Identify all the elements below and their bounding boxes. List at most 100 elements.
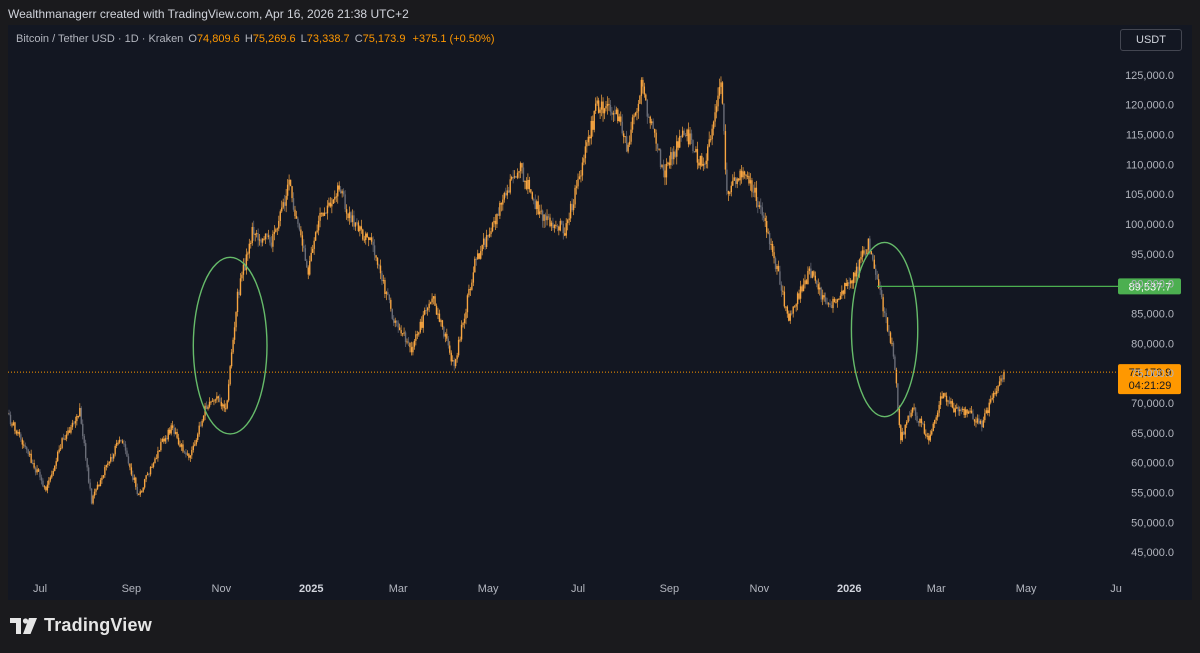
candle [956, 403, 958, 410]
candle [477, 249, 479, 260]
candle [118, 436, 121, 444]
price-tick-label: 105,000.0 [1125, 189, 1174, 201]
candle [718, 78, 721, 99]
candle [987, 407, 989, 416]
tradingview-logo[interactable]: TradingView [10, 615, 152, 636]
candle-body [406, 341, 408, 343]
candle [87, 464, 90, 484]
candle [680, 134, 682, 142]
candle-body [925, 433, 927, 437]
candle [603, 107, 606, 120]
candle-body [213, 400, 215, 402]
candle [917, 420, 920, 427]
candle-body [89, 482, 91, 489]
currency-button[interactable]: USDT [1120, 29, 1182, 51]
candle-body [356, 222, 358, 224]
candle-body [527, 179, 529, 189]
candle [935, 415, 937, 424]
candle [575, 180, 578, 195]
candle-body [255, 233, 258, 235]
candle [847, 279, 849, 290]
candle [602, 97, 604, 122]
candle [686, 128, 688, 142]
candle [544, 212, 547, 228]
candle [524, 180, 526, 190]
candle [547, 213, 550, 220]
candle-body [191, 450, 193, 456]
candle [444, 332, 447, 343]
candle-body [799, 286, 802, 299]
candle-body [1003, 372, 1005, 380]
candle-body [418, 332, 420, 335]
candle-body [313, 240, 315, 249]
candle-body [396, 320, 398, 323]
candle [671, 148, 674, 166]
candle [350, 210, 352, 224]
candle [457, 336, 460, 358]
candle-body [270, 242, 273, 247]
candle [264, 233, 267, 245]
candle-body [928, 435, 930, 441]
candle [587, 130, 590, 146]
candle-body [516, 172, 519, 178]
candle-body [819, 287, 821, 290]
candle [973, 418, 976, 426]
candle [493, 217, 495, 228]
candle [994, 388, 996, 396]
candle [415, 330, 417, 346]
candle [65, 431, 68, 442]
candle-body [599, 109, 601, 113]
candle-body [566, 220, 569, 224]
time-tick-label: Mar [389, 583, 408, 595]
candle [705, 153, 707, 169]
candle [645, 93, 647, 101]
candle-body [11, 424, 13, 426]
candle-body [920, 418, 923, 423]
candle-body [160, 441, 162, 451]
candle-body [210, 401, 212, 403]
candle [534, 194, 536, 210]
candle-body [979, 420, 982, 424]
candle [925, 429, 927, 439]
candle-body [281, 207, 283, 212]
candle-body [381, 273, 383, 282]
candle-body [832, 298, 834, 309]
candle-body [574, 187, 576, 205]
candle-body [861, 250, 864, 258]
candle [45, 485, 47, 492]
candle-body [711, 128, 713, 140]
candle-body [761, 207, 763, 216]
candle [328, 197, 330, 208]
candle [248, 238, 251, 259]
candle [518, 170, 520, 179]
candle-body [98, 484, 100, 487]
candle-body [238, 291, 240, 296]
candle-body [839, 295, 842, 300]
candle [590, 116, 592, 145]
candle [214, 398, 217, 404]
candle [901, 427, 903, 442]
candle [356, 218, 358, 226]
price-tick-label: 95,000.0 [1131, 249, 1174, 261]
candle-body [976, 418, 979, 423]
candle [509, 174, 511, 195]
candle-body [617, 109, 619, 122]
candle [435, 303, 438, 315]
candle-body [339, 189, 342, 194]
candle-body [412, 346, 414, 353]
candle [664, 164, 666, 186]
candle [432, 295, 435, 305]
candle [480, 245, 482, 260]
candle [325, 212, 327, 214]
candle-body [776, 265, 778, 270]
candle [783, 286, 786, 309]
candle-body [15, 431, 18, 434]
candle-body [935, 417, 937, 420]
candle-body [838, 299, 840, 301]
candle-body [126, 450, 128, 457]
candle-body [176, 432, 178, 438]
candle [133, 474, 136, 484]
candle [823, 292, 825, 302]
